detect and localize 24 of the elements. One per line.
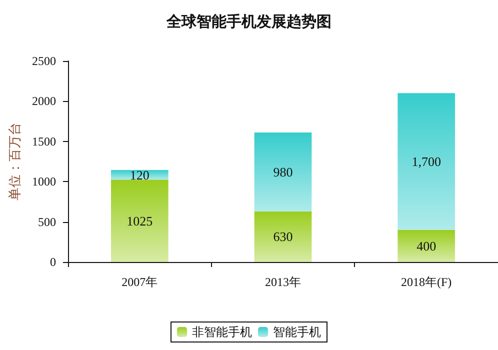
- legend-label: 非智能手机: [192, 325, 252, 339]
- x-tick-label: 2018年(F): [400, 275, 452, 289]
- y-tick-label: 1500: [32, 134, 56, 148]
- y-tick-label: 2000: [32, 94, 56, 108]
- data-label: 1025: [126, 213, 153, 228]
- data-label: 630: [273, 229, 293, 244]
- chart-title: 全球智能手机发展趋势图: [166, 14, 332, 30]
- data-label: 1,700: [412, 154, 441, 169]
- data-label: 980: [273, 164, 293, 180]
- data-label: 120: [130, 167, 150, 182]
- bar: [398, 93, 455, 230]
- y-tick-label: 0: [50, 255, 56, 269]
- bar: [111, 180, 168, 262]
- y-axis-title: 单位：百万台: [7, 122, 22, 200]
- y-tick-label: 1000: [32, 174, 56, 189]
- bar: [398, 230, 455, 262]
- x-tick-label: 2013年: [265, 275, 301, 289]
- y-tick-label: 500: [38, 214, 56, 229]
- data-label: 400: [416, 238, 436, 254]
- bar: [254, 132, 312, 212]
- y-tick-label: 2500: [32, 54, 56, 68]
- bar: [254, 211, 312, 262]
- legend-label: 智能手机: [273, 325, 321, 339]
- x-tick-label: 2007年: [122, 275, 158, 289]
